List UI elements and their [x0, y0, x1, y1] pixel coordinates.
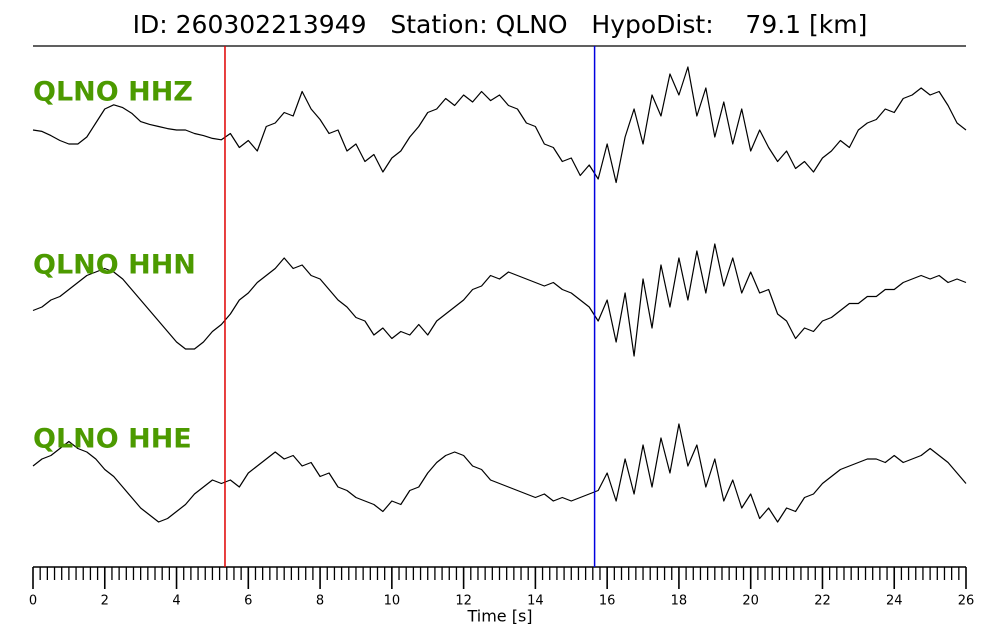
x-tick-label: 6 — [244, 594, 252, 609]
x-tick-label: 24 — [886, 594, 903, 609]
waveform — [32, 66, 967, 184]
x-tick-label: 2 — [101, 594, 109, 609]
x-tick-label: 22 — [814, 594, 831, 609]
x-tick-label: 4 — [172, 594, 180, 609]
x-tick-label: 26 — [958, 594, 975, 609]
chart-title: ID: 260302213949 Station: QLNO HypoDist:… — [133, 10, 868, 39]
waveform — [32, 243, 967, 357]
x-tick-label: 20 — [742, 594, 759, 609]
x-tick-label: 10 — [384, 594, 401, 609]
trace-label: QLNO HHE — [33, 424, 192, 455]
x-axis-label: Time [s] — [466, 607, 532, 626]
trace-label: QLNO HHZ — [33, 77, 193, 108]
x-tick-label: 18 — [671, 594, 688, 609]
x-tick-label: 14 — [527, 594, 544, 609]
x-tick-label: 12 — [455, 594, 472, 609]
x-tick-label: 8 — [316, 594, 324, 609]
x-tick-label: 16 — [599, 594, 616, 609]
x-tick-label: 0 — [29, 594, 37, 609]
trace-label: QLNO HHN — [33, 250, 196, 281]
waveform — [32, 423, 967, 523]
